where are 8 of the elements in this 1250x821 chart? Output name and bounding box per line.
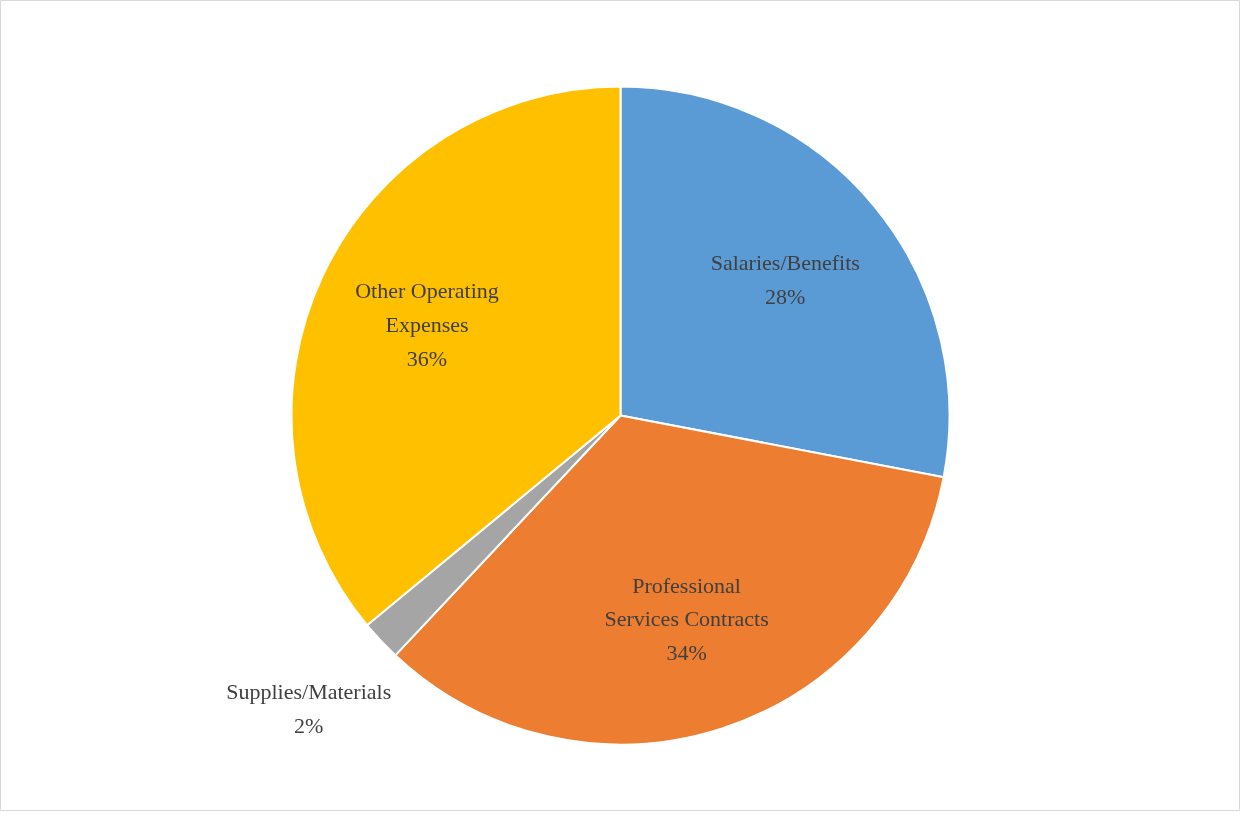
slice-label: Other Operating Expenses — [355, 278, 499, 337]
slice-label: Professional Services Contracts — [604, 572, 769, 632]
slice-label: Supplies/Materials — [226, 678, 392, 704]
data-label: 28% — [765, 283, 806, 309]
data-label: 34% — [666, 640, 707, 666]
slice-label: Salaries/Benefits — [710, 249, 860, 275]
data-label: 2% — [294, 712, 324, 738]
data-label: 36% — [406, 345, 448, 371]
